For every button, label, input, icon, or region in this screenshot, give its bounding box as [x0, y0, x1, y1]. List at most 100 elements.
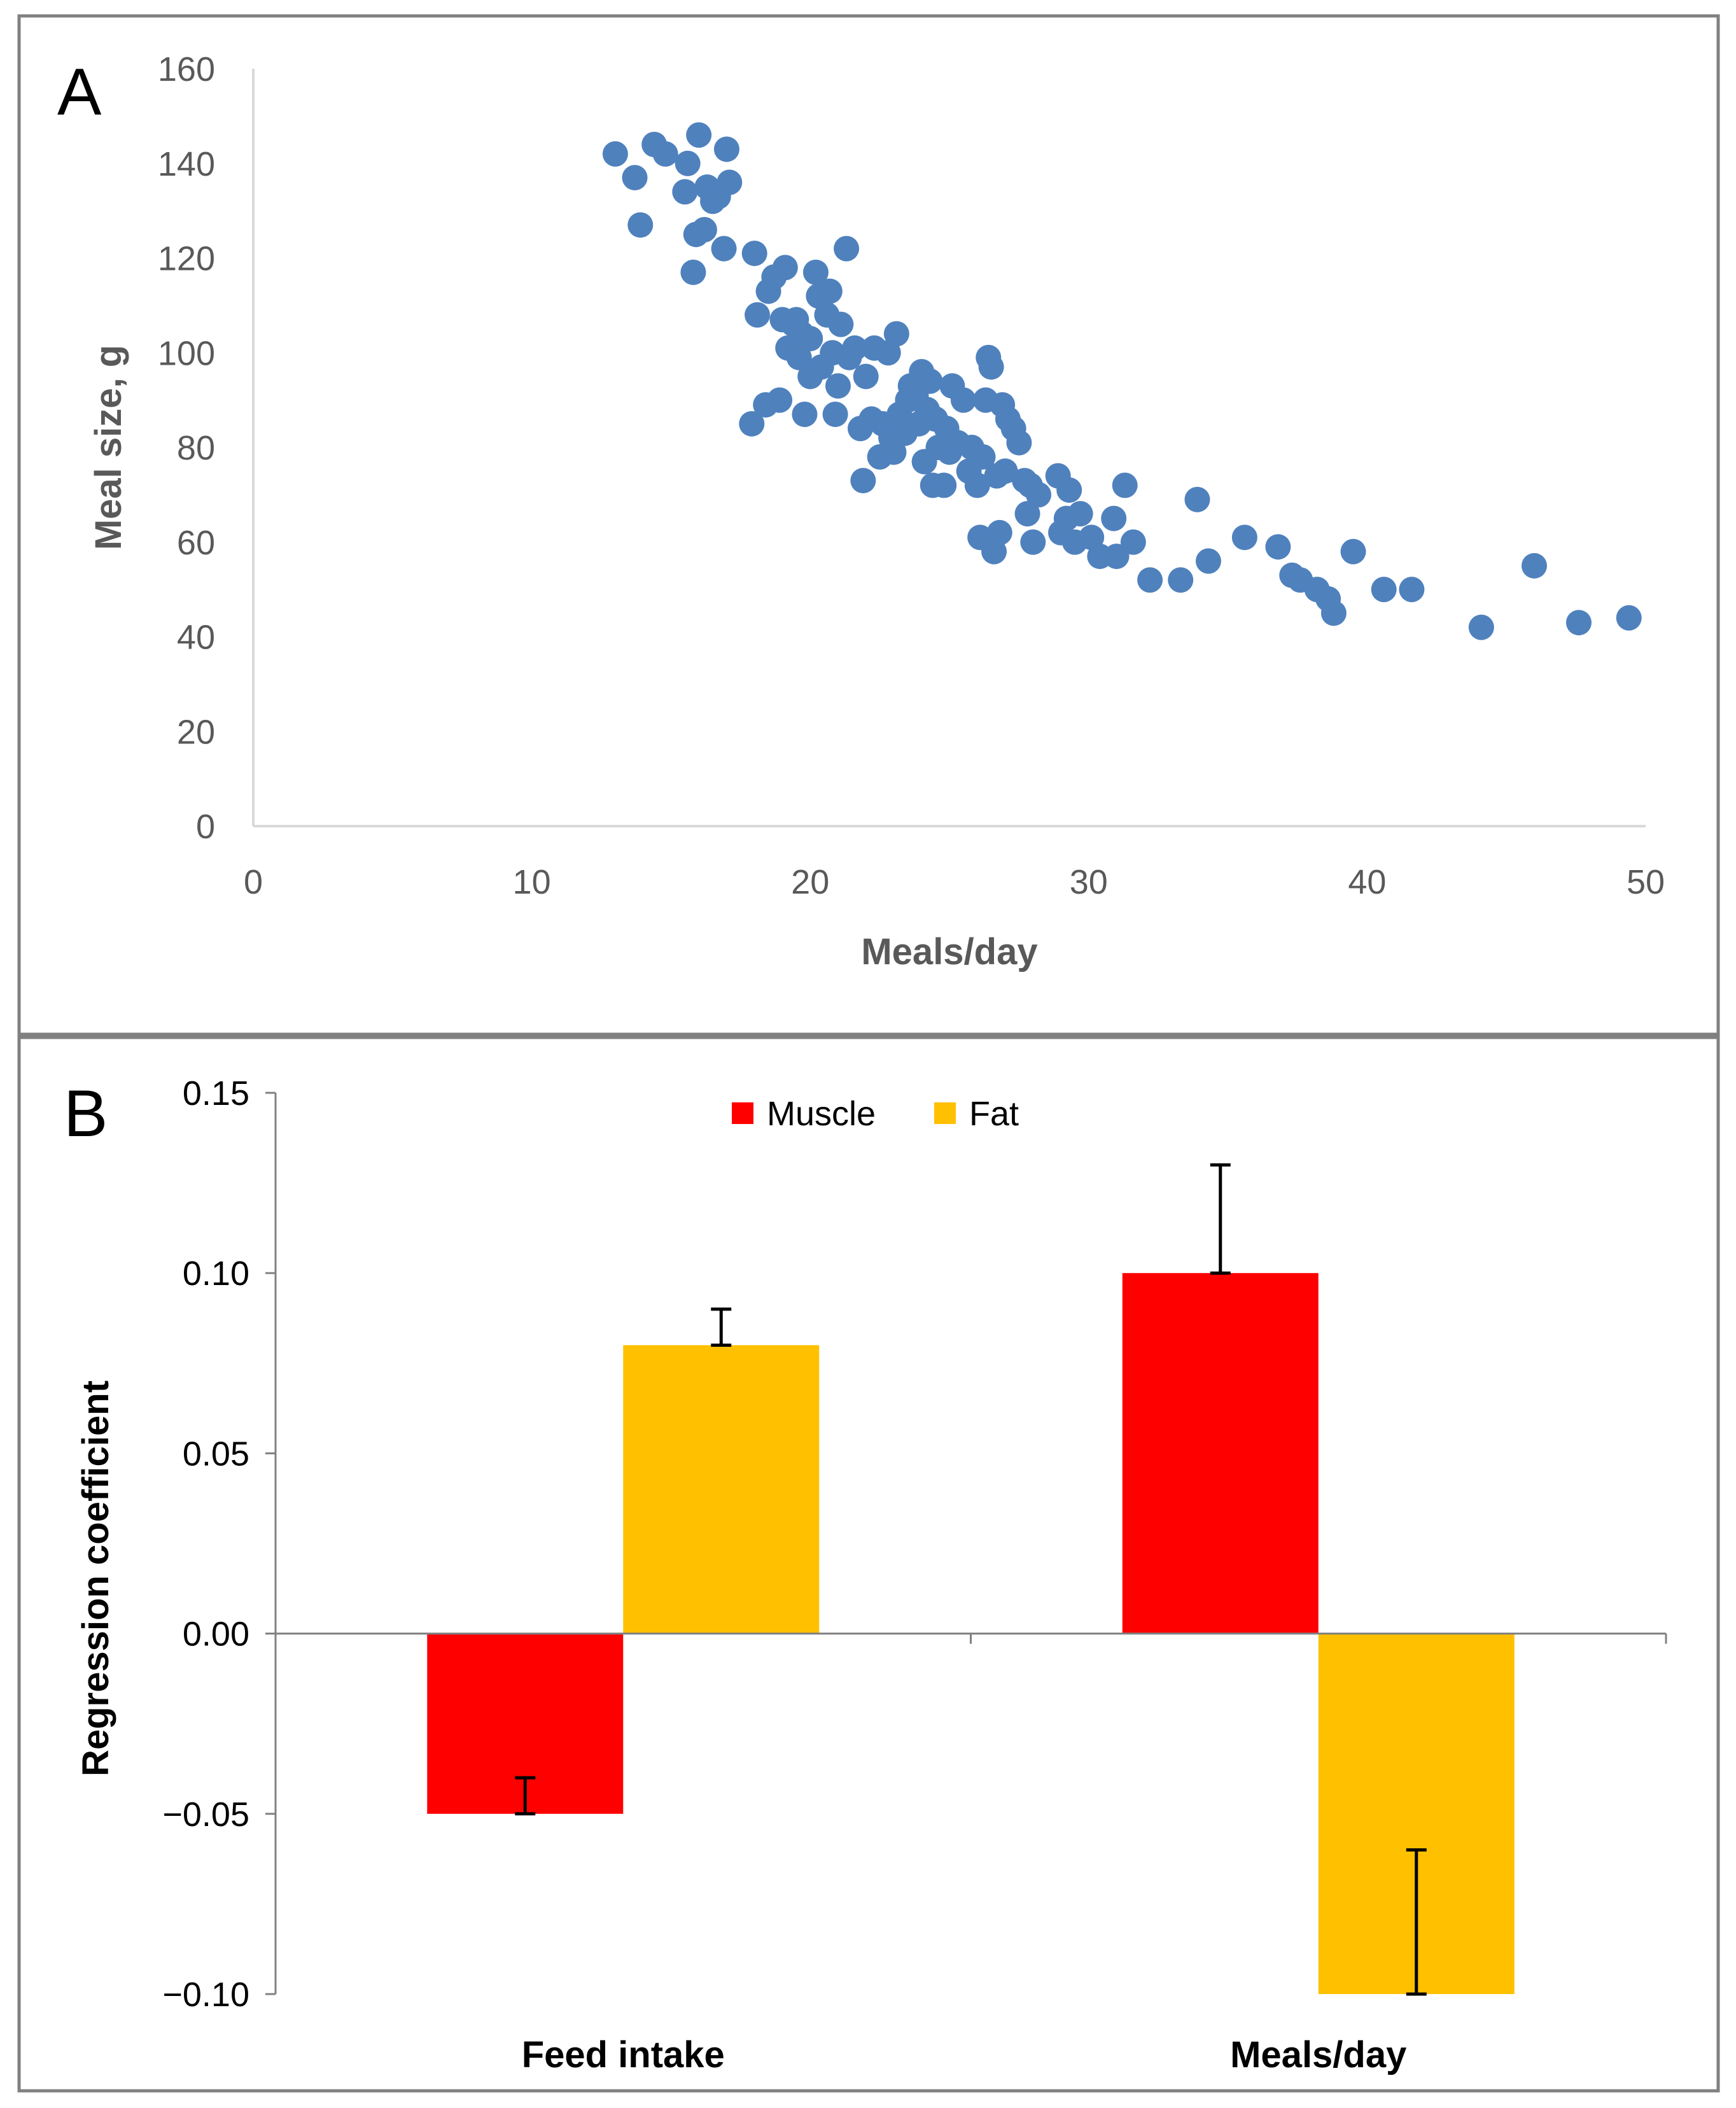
y-axis-title-a: Meal size, g	[88, 345, 129, 550]
data-point	[970, 444, 996, 470]
y-tick-label-b: 0.10	[183, 1254, 249, 1293]
legend-label-fat: Fat	[969, 1095, 1019, 1133]
data-point	[1184, 486, 1210, 512]
y-tick-label-b: 0.00	[183, 1615, 249, 1654]
data-point	[1468, 614, 1494, 640]
data-point	[680, 259, 706, 285]
data-point	[1616, 605, 1642, 631]
data-point	[1101, 505, 1127, 531]
data-point	[802, 259, 829, 285]
data-point	[652, 141, 678, 167]
data-point	[1120, 529, 1146, 555]
data-point	[1056, 477, 1082, 503]
y-tick-label-a: 60	[177, 524, 215, 562]
data-point	[1137, 567, 1163, 593]
data-point	[1340, 538, 1366, 565]
data-point	[792, 401, 818, 427]
legend-label-muscle: Muscle	[767, 1095, 876, 1133]
data-point	[772, 255, 798, 281]
y-tick-label-b: 0.05	[183, 1435, 249, 1473]
data-point	[1168, 567, 1194, 593]
x-tick-label-a: 40	[1348, 863, 1386, 901]
y-tick-label-a: 40	[177, 619, 215, 657]
data-point	[741, 241, 767, 267]
x-tick-label-a: 50	[1627, 863, 1665, 901]
data-point	[1371, 577, 1397, 603]
legend: Muscle Fat	[732, 1095, 1019, 1133]
data-point	[834, 235, 860, 262]
data-point	[1399, 577, 1425, 603]
data-point	[1103, 544, 1130, 570]
data-point	[1521, 552, 1547, 579]
y-tick-label-a: 160	[158, 50, 215, 88]
data-point	[853, 363, 879, 390]
x-tick-label-a: 0	[244, 863, 263, 901]
data-point	[842, 335, 868, 361]
data-point	[992, 458, 1018, 484]
panel-label-a: A	[57, 55, 102, 129]
data-point	[883, 321, 909, 347]
data-point	[825, 373, 851, 399]
x-tick-label-a: 30	[1070, 863, 1108, 901]
data-point	[1231, 524, 1257, 551]
panel-label-b: B	[64, 1077, 108, 1151]
panel-a-frame	[17, 14, 1720, 1036]
data-point	[745, 302, 771, 328]
y-tick-label-b: 0.15	[183, 1074, 249, 1113]
x-axis-title-a: Meals/day	[861, 931, 1037, 973]
y-tick-label-a: 140	[158, 145, 215, 183]
data-point	[1565, 610, 1592, 636]
data-point	[622, 165, 648, 191]
data-point	[717, 169, 743, 195]
x-tick-label-a: 10	[513, 863, 551, 901]
data-point	[850, 468, 876, 494]
y-tick-label-b: −0.10	[162, 1976, 249, 2014]
y-tick-label-a: 80	[177, 429, 215, 467]
category-label: Feed intake	[522, 2034, 725, 2076]
category-label: Meals/day	[1230, 2034, 1406, 2076]
data-point	[786, 344, 812, 370]
data-point	[627, 212, 654, 238]
data-point	[1067, 501, 1093, 527]
data-point	[672, 179, 698, 205]
data-point	[828, 311, 854, 337]
y-tick-label-a: 20	[177, 713, 215, 751]
data-point	[1014, 501, 1040, 527]
data-point	[767, 387, 793, 413]
data-point	[1006, 430, 1032, 456]
data-point	[739, 411, 765, 437]
data-point	[1265, 534, 1291, 560]
data-point	[986, 519, 1012, 545]
data-point	[964, 472, 990, 498]
data-point	[822, 401, 848, 427]
data-point	[711, 235, 737, 262]
bar-fat	[623, 1345, 820, 1634]
y-tick-label-a: 0	[196, 808, 215, 846]
scatter-chart: 0 20 40 60 80 100 120 140 160 0 10 20 30 40 50 Meals/…	[88, 50, 1665, 973]
legend-swatch-muscle	[732, 1102, 753, 1124]
data-point	[917, 368, 943, 394]
data-point	[602, 141, 628, 167]
data-point	[691, 216, 717, 242]
x-tick-label-a: 20	[791, 863, 829, 901]
data-point	[1026, 482, 1052, 508]
bar-muscle	[1122, 1273, 1319, 1634]
data-point	[1195, 548, 1221, 574]
bar-chart: 0.15 0.10 0.05 0.00 −0.05 −0.10 Feed intake Me…	[75, 1074, 1667, 2076]
data-point	[1020, 529, 1046, 555]
y-tick-label-b: −0.05	[162, 1795, 249, 1834]
data-point	[713, 136, 739, 162]
data-point	[881, 439, 907, 465]
data-point	[816, 278, 843, 304]
y-axis-title-b: Regression coefficient	[75, 1381, 116, 1776]
y-tick-label-a: 100	[158, 334, 215, 372]
data-point	[950, 387, 976, 413]
data-point	[686, 122, 712, 148]
data-point	[978, 354, 1004, 380]
data-point	[675, 150, 701, 176]
legend-swatch-fat	[934, 1102, 956, 1124]
data-point	[797, 325, 823, 351]
data-point	[1112, 472, 1138, 498]
y-tick-label-a: 120	[158, 240, 215, 278]
